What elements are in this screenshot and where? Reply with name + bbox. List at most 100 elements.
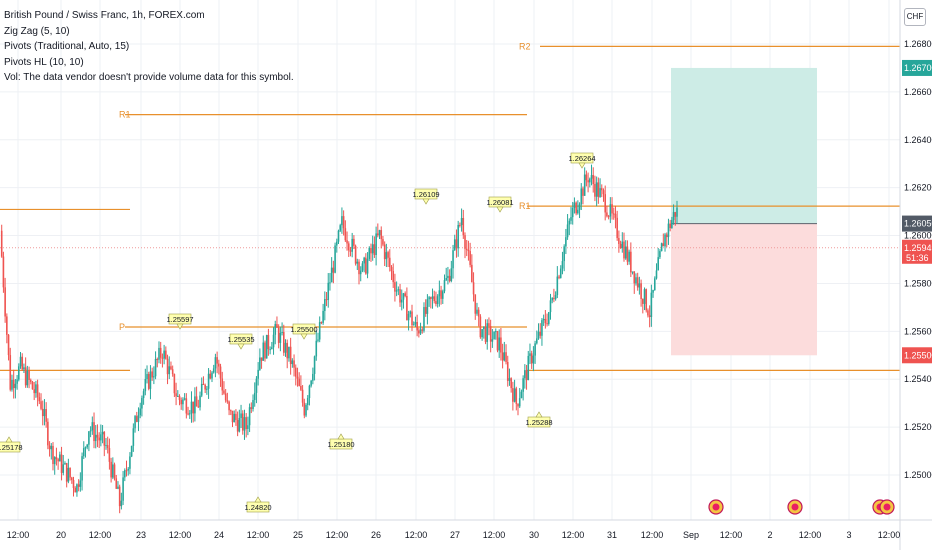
candle[interactable] xyxy=(524,364,526,389)
candle[interactable] xyxy=(57,457,59,470)
candle[interactable] xyxy=(399,283,401,307)
candle[interactable] xyxy=(166,354,169,385)
candle[interactable] xyxy=(674,211,677,226)
candle[interactable] xyxy=(659,249,661,260)
candle[interactable] xyxy=(306,395,309,411)
candle[interactable] xyxy=(202,376,205,386)
candle[interactable] xyxy=(412,321,415,326)
candle[interactable] xyxy=(214,353,217,378)
candle[interactable] xyxy=(253,382,256,407)
candle[interactable] xyxy=(549,293,552,320)
candle[interactable] xyxy=(120,492,123,510)
candle[interactable] xyxy=(474,294,477,320)
candle[interactable] xyxy=(36,379,39,407)
candle[interactable] xyxy=(89,426,92,438)
candle[interactable] xyxy=(248,403,251,433)
candle[interactable] xyxy=(559,265,562,279)
candle[interactable] xyxy=(404,291,406,298)
candle[interactable] xyxy=(642,298,644,314)
candle[interactable] xyxy=(81,452,83,491)
candle[interactable] xyxy=(612,207,615,220)
candle[interactable] xyxy=(219,363,222,387)
candle[interactable] xyxy=(582,186,584,205)
candle[interactable] xyxy=(79,472,82,492)
candle[interactable] xyxy=(16,375,18,390)
candle[interactable] xyxy=(471,254,473,283)
candle[interactable] xyxy=(433,290,436,304)
candle[interactable] xyxy=(611,197,613,220)
candle[interactable] xyxy=(594,175,596,202)
candle[interactable] xyxy=(662,233,665,247)
candle[interactable] xyxy=(655,263,658,280)
candle[interactable] xyxy=(180,397,183,410)
candle[interactable] xyxy=(534,340,536,364)
candle[interactable] xyxy=(518,388,521,409)
candle[interactable] xyxy=(159,341,162,364)
candle[interactable] xyxy=(190,391,193,423)
candle[interactable] xyxy=(607,214,610,220)
candle[interactable] xyxy=(445,267,448,282)
candle[interactable] xyxy=(491,329,494,348)
candle[interactable] xyxy=(600,184,603,198)
candle[interactable] xyxy=(657,247,659,271)
candle[interactable] xyxy=(547,311,550,326)
candle[interactable] xyxy=(614,205,617,229)
candle[interactable] xyxy=(395,281,398,297)
candle[interactable] xyxy=(2,251,5,293)
candle[interactable] xyxy=(195,386,198,407)
candle[interactable] xyxy=(229,409,232,416)
candle[interactable] xyxy=(322,303,324,325)
candle[interactable] xyxy=(212,364,215,374)
candle[interactable] xyxy=(91,416,94,435)
candle[interactable] xyxy=(240,404,242,429)
candle[interactable] xyxy=(64,461,66,465)
candle[interactable] xyxy=(226,392,229,404)
candle[interactable] xyxy=(517,403,519,416)
candle[interactable] xyxy=(294,364,297,386)
candle[interactable] xyxy=(667,218,670,245)
candle[interactable] xyxy=(168,356,171,380)
candle[interactable] xyxy=(231,410,234,428)
candle[interactable] xyxy=(467,240,470,261)
candle[interactable] xyxy=(462,209,465,239)
candle[interactable] xyxy=(182,397,184,411)
candle[interactable] xyxy=(414,316,417,328)
candle[interactable] xyxy=(452,244,454,279)
candle[interactable] xyxy=(406,287,408,321)
candle[interactable] xyxy=(645,288,648,313)
candle[interactable] xyxy=(334,242,336,274)
candle[interactable] xyxy=(460,208,463,232)
candle[interactable] xyxy=(139,402,141,419)
candle[interactable] xyxy=(320,321,323,325)
candle[interactable] xyxy=(484,319,487,345)
candle[interactable] xyxy=(206,386,208,395)
candle[interactable] xyxy=(82,441,85,460)
candle[interactable] xyxy=(510,377,512,393)
candle[interactable] xyxy=(277,324,280,349)
candle[interactable] xyxy=(282,324,285,356)
candle[interactable] xyxy=(546,313,548,327)
candle[interactable] xyxy=(358,259,360,285)
candle[interactable] xyxy=(330,257,333,283)
candle[interactable] xyxy=(134,414,136,433)
candle[interactable] xyxy=(640,279,642,307)
candle[interactable] xyxy=(241,410,244,435)
candle[interactable] xyxy=(440,285,442,305)
candle[interactable] xyxy=(481,328,483,341)
candle[interactable] xyxy=(284,339,287,357)
candle[interactable] xyxy=(400,289,403,311)
candle[interactable] xyxy=(672,204,675,225)
candle[interactable] xyxy=(103,431,106,457)
candle[interactable] xyxy=(643,287,646,311)
candle[interactable] xyxy=(271,341,273,350)
candle[interactable] xyxy=(200,377,203,398)
candle[interactable] xyxy=(618,230,620,253)
candle[interactable] xyxy=(77,479,80,492)
candle[interactable] xyxy=(199,391,201,411)
candle[interactable] xyxy=(488,317,490,336)
candle[interactable] xyxy=(163,344,165,365)
candle[interactable] xyxy=(67,458,70,484)
candle[interactable] xyxy=(144,368,147,396)
candle[interactable] xyxy=(390,265,393,281)
candle[interactable] xyxy=(197,399,200,408)
